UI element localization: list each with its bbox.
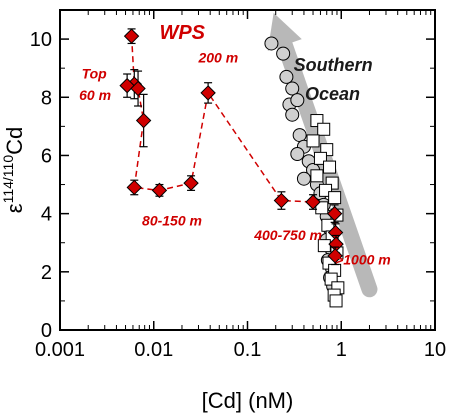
wps-diamond-point <box>119 77 135 94</box>
southern-ocean-circle-point <box>276 46 291 61</box>
x-tick-label: 0.1 <box>234 339 262 361</box>
wps-diamond-point <box>123 28 140 44</box>
southern-ocean-circle-point <box>279 69 294 84</box>
wps-diamond-point <box>305 194 321 210</box>
x-tick-label: 1 <box>336 339 347 361</box>
wps-diamond-point <box>126 179 142 196</box>
annotation-label: Ocean <box>305 84 360 104</box>
southern-ocean-circle-point <box>285 107 300 122</box>
annotation-label: 60 m <box>79 87 111 103</box>
data-points-layer <box>119 28 345 308</box>
x-tick-label: 0.01 <box>134 339 173 361</box>
y-tick-label: 2 <box>41 262 52 284</box>
x-axis-title: [Cd] (nM) <box>202 388 294 413</box>
southern-ocean-circle-point <box>290 147 305 161</box>
southern-ocean-square-point <box>317 122 331 136</box>
y-tick-label: 0 <box>41 320 52 342</box>
annotation-layer: WPS Top 60 m 200 m 80-150 m 400-750 m >1000 m S… <box>79 22 391 267</box>
wps-diamond-point <box>200 85 216 101</box>
southern-ocean-square-point <box>310 169 324 183</box>
y-tick-label: 10 <box>30 29 52 51</box>
southern-ocean-circle-point <box>264 36 279 51</box>
y-axis-title-base: ε <box>2 203 27 213</box>
annotation-label: >1000 m <box>335 252 391 268</box>
y-tick-label: 8 <box>41 87 52 109</box>
x-tick-label: 0.001 <box>35 339 85 361</box>
y-axis-title: ε114/110Cd <box>0 127 27 213</box>
southern-ocean-square-point <box>315 201 329 215</box>
y-axis-title-superscript: 114/110 <box>0 155 16 204</box>
wps-diamond-point <box>135 112 152 129</box>
annotation-label: Southern <box>294 55 373 75</box>
annotation-label: 200 m <box>197 49 238 65</box>
x-tick-label: 10 <box>424 339 446 361</box>
plot-frame <box>59 9 436 331</box>
wps-diamond-point <box>326 205 343 222</box>
annotation-label: WPS <box>159 22 205 44</box>
southern-ocean-circle-point <box>285 81 300 96</box>
wps-diamond-point <box>273 192 290 209</box>
southern-ocean-circle-point <box>290 93 305 108</box>
southern-ocean-square-point <box>328 191 342 205</box>
southern-ocean-square-point <box>323 160 337 174</box>
southern-ocean-circle-point <box>296 171 311 186</box>
wps-diamond-point <box>327 248 343 264</box>
southern-ocean-square-point <box>306 134 320 148</box>
wps-diamond-point <box>151 182 168 199</box>
southern-ocean-square-point <box>329 294 343 308</box>
y-tick-label: 4 <box>41 204 52 226</box>
wps-diamond-point <box>130 80 146 97</box>
wps-diamond-point <box>183 175 199 191</box>
annotation-label: 400-750 m <box>253 227 322 243</box>
annotation-label: Top <box>82 65 108 81</box>
y-tick-label: 6 <box>41 145 52 167</box>
southern-ocean-circle-point <box>292 128 307 143</box>
y-axis-title-rest: Cd <box>2 127 27 155</box>
annotation-label: 80-150 m <box>142 212 202 228</box>
